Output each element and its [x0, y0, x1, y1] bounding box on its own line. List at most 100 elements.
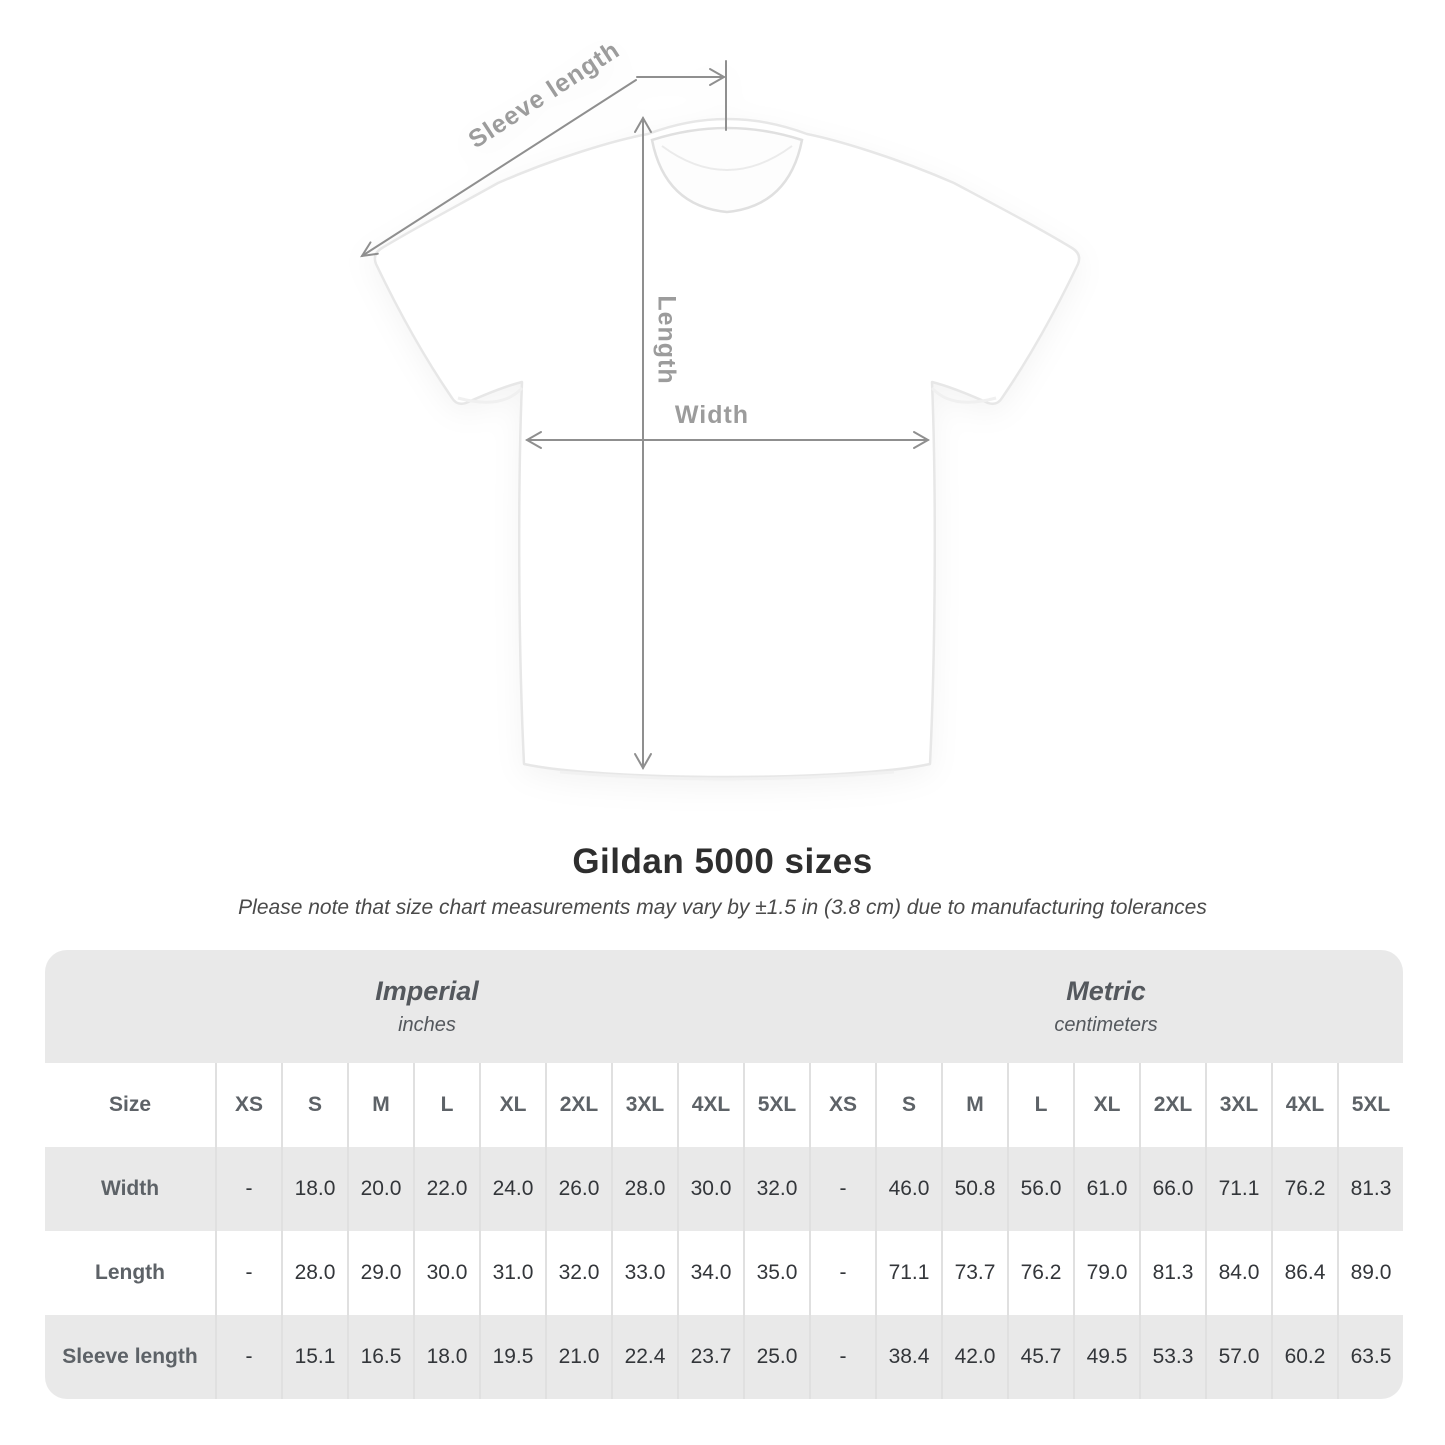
- imperial-value-cell: 28.0: [281, 1231, 347, 1315]
- imperial-size-header-cell: 3XL: [611, 1063, 677, 1147]
- metric-header: Metric centimeters: [809, 950, 1403, 1063]
- imperial-value-cell: 29.0: [347, 1231, 413, 1315]
- imperial-value-cell: 31.0: [479, 1231, 545, 1315]
- table-rows: Size XS S M L XL 2XL 3XL 4XL 5XL XS S M L XL 2XL 3XL 4XL 5…: [45, 1063, 1403, 1399]
- imperial-value-cell: 26.0: [545, 1147, 611, 1231]
- imperial-value-cell: 16.5: [347, 1315, 413, 1399]
- imperial-value-cell: 28.0: [611, 1147, 677, 1231]
- imperial-value-cell: 21.0: [545, 1315, 611, 1399]
- metric-value-cell: 89.0: [1337, 1231, 1403, 1315]
- metric-title: Metric: [1066, 976, 1146, 1006]
- imperial-value-cell: 19.5: [479, 1315, 545, 1399]
- metric-size-header-cell: 5XL: [1337, 1063, 1403, 1147]
- metric-value-cell: 50.8: [941, 1147, 1007, 1231]
- imperial-size-header-cell: XL: [479, 1063, 545, 1147]
- imperial-value-cell: 32.0: [545, 1231, 611, 1315]
- imperial-size-header-cell: 4XL: [677, 1063, 743, 1147]
- tshirt-body: [373, 117, 1081, 779]
- length-label: Length: [652, 295, 680, 384]
- size-header-row: Size XS S M L XL 2XL 3XL 4XL 5XL XS S M L XL 2XL 3XL 4XL 5…: [45, 1063, 1403, 1147]
- metric-value-cell: 81.3: [1337, 1147, 1403, 1231]
- metric-value-cell: 71.1: [1205, 1147, 1271, 1231]
- imperial-value-cell: -: [215, 1231, 281, 1315]
- metric-value-cell: 45.7: [1007, 1315, 1073, 1399]
- metric-size-header-cell: 4XL: [1271, 1063, 1337, 1147]
- imperial-value-cell: 24.0: [479, 1147, 545, 1231]
- metric-value-cell: 46.0: [875, 1147, 941, 1231]
- imperial-value-cell: 33.0: [611, 1231, 677, 1315]
- metric-value-cell: 53.3: [1139, 1315, 1205, 1399]
- imperial-size-header-cell: 5XL: [743, 1063, 809, 1147]
- metric-size-header-cell: 3XL: [1205, 1063, 1271, 1147]
- tshirt-collar-rib: [661, 145, 793, 171]
- imperial-value-cell: 32.0: [743, 1147, 809, 1231]
- tshirt-fold-left: [457, 386, 524, 404]
- imperial-size-header-cell: 2XL: [545, 1063, 611, 1147]
- page-subtitle: Please note that size chart measurements…: [238, 896, 1207, 919]
- metric-value-cell: 86.4: [1271, 1231, 1337, 1315]
- metric-value-cell: 56.0: [1007, 1147, 1073, 1231]
- metric-size-header-cell: XL: [1073, 1063, 1139, 1147]
- metric-value-cell: -: [809, 1231, 875, 1315]
- metric-value-cell: 84.0: [1205, 1231, 1271, 1315]
- metric-value-cell: 49.5: [1073, 1315, 1139, 1399]
- metric-value-cell: 66.0: [1139, 1147, 1205, 1231]
- imperial-value-cell: 20.0: [347, 1147, 413, 1231]
- imperial-value-cell: 34.0: [677, 1231, 743, 1315]
- metric-value-cell: 79.0: [1073, 1231, 1139, 1315]
- measurement-row-length: Length -28.0 29.0 30.0 31.0 32.0 33.0 34.0 35.0-…: [45, 1231, 1403, 1315]
- metric-value-cell: 81.3: [1139, 1231, 1205, 1315]
- imperial-value-cell: -: [215, 1315, 281, 1399]
- imperial-value-cell: 35.0: [743, 1231, 809, 1315]
- imperial-value-cell: 22.0: [413, 1147, 479, 1231]
- metric-value-cell: 63.5: [1337, 1315, 1403, 1399]
- imperial-size-header-cell: XS: [215, 1063, 281, 1147]
- metric-unit: centimeters: [1054, 1014, 1158, 1036]
- length-arrow: [634, 115, 652, 771]
- imperial-size-header-cell: M: [347, 1063, 413, 1147]
- metric-value-cell: 38.4: [875, 1315, 941, 1399]
- metric-value-cell: -: [809, 1315, 875, 1399]
- unit-header-band: Imperial inches Metric centimeters: [45, 950, 1403, 1063]
- tshirt-fold-right: [930, 386, 997, 404]
- sleeve-length-label: Sleeve length: [464, 36, 625, 154]
- metric-value-cell: 76.2: [1007, 1231, 1073, 1315]
- imperial-value-cell: -: [215, 1147, 281, 1231]
- imperial-title: Imperial: [375, 976, 479, 1006]
- imperial-size-header-cell: S: [281, 1063, 347, 1147]
- page-title: Gildan 5000 sizes: [572, 842, 873, 881]
- size-column-header: Size: [108, 1093, 152, 1116]
- tshirt-diagram: Sleeve length Length Width: [360, 36, 1081, 781]
- row-label: Width: [100, 1177, 160, 1200]
- metric-value-cell: 71.1: [875, 1231, 941, 1315]
- imperial-size-header-cell: L: [413, 1063, 479, 1147]
- size-table: Imperial inches Metric centimeters Size X…: [45, 950, 1403, 1399]
- imperial-value-cell: 30.0: [677, 1147, 743, 1231]
- measurement-row-width: Width -18.0 20.0 22.0 24.0 26.0 28.0 30.0 32.0-4…: [45, 1147, 1403, 1231]
- metric-size-header-cell: 2XL: [1139, 1063, 1205, 1147]
- metric-value-cell: 61.0: [1073, 1147, 1139, 1231]
- metric-value-cell: 60.2: [1271, 1315, 1337, 1399]
- metric-value-cell: 73.7: [941, 1231, 1007, 1315]
- sleeve-length-arrow: [360, 60, 727, 258]
- imperial-value-cell: 18.0: [413, 1315, 479, 1399]
- imperial-unit: inches: [398, 1014, 456, 1036]
- row-label: Length: [95, 1261, 165, 1284]
- row-label: Sleeve length: [62, 1345, 198, 1368]
- metric-value-cell: -: [809, 1147, 875, 1231]
- imperial-value-cell: 30.0: [413, 1231, 479, 1315]
- imperial-value-cell: 23.7: [677, 1315, 743, 1399]
- imperial-value-cell: 18.0: [281, 1147, 347, 1231]
- metric-size-header-cell: XS: [809, 1063, 875, 1147]
- metric-value-cell: 57.0: [1205, 1315, 1271, 1399]
- imperial-value-cell: 25.0: [743, 1315, 809, 1399]
- imperial-value-cell: 22.4: [611, 1315, 677, 1399]
- imperial-header: Imperial inches: [45, 950, 809, 1063]
- metric-value-cell: 42.0: [941, 1315, 1007, 1399]
- metric-size-header-cell: M: [941, 1063, 1007, 1147]
- tshirt-hem-shadow: [559, 770, 895, 781]
- metric-value-cell: 76.2: [1271, 1147, 1337, 1231]
- metric-size-header-cell: L: [1007, 1063, 1073, 1147]
- measurement-row-sleeve-length: Sleeve length -15.1 16.5 18.0 19.5 21.0 22.4 23…: [45, 1315, 1403, 1399]
